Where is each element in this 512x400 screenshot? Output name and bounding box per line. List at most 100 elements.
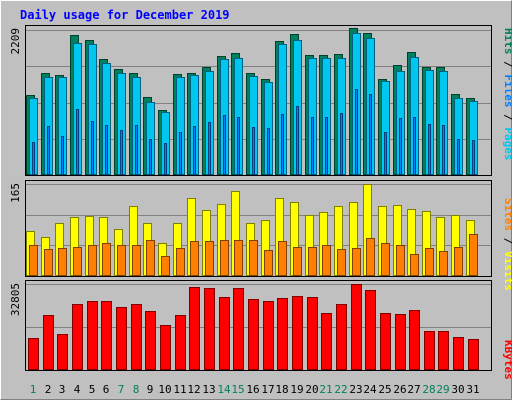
bar-pages-day-28 (428, 124, 431, 175)
bar-pages-day-29 (442, 125, 445, 175)
bar-sites-day-7 (117, 245, 126, 276)
bar-kbytes-day-27 (409, 310, 420, 370)
bar-pages-day-1 (32, 142, 35, 175)
x-tick-label: 31 (466, 383, 479, 396)
bar-kbytes-day-15 (233, 288, 244, 370)
bar-pages-day-18 (281, 114, 284, 175)
bar-kbytes-day-25 (380, 313, 391, 370)
bar-kbytes-day-18 (277, 298, 288, 370)
bar-sites-day-19 (293, 247, 302, 276)
bar-pages-day-6 (105, 125, 108, 175)
bar-sites-day-31 (469, 234, 478, 276)
bar-sites-day-14 (220, 240, 229, 276)
bar-kbytes-day-5 (87, 301, 98, 370)
bar-kbytes-day-13 (204, 288, 215, 370)
bar-pages-day-27 (413, 117, 416, 175)
bar-sites-day-16 (249, 240, 258, 276)
panel-hits-files-pages: 2209 Hits / Files / Pages (9, 25, 512, 176)
x-tick-label: 5 (89, 383, 96, 396)
x-tick-label: 12 (187, 383, 200, 396)
bar-sites-day-1 (29, 245, 38, 276)
bar-sites-day-28 (425, 248, 434, 276)
legend-sites: Sites (502, 198, 512, 231)
bar-pages-day-2 (47, 126, 50, 175)
bar-pages-day-8 (135, 125, 138, 175)
bar-sites-day-13 (205, 241, 214, 276)
bar-sites-day-8 (132, 245, 141, 276)
legend-separator: / (502, 55, 512, 75)
panel-3-bars (28, 284, 479, 370)
bar-kbytes-day-24 (365, 290, 376, 370)
x-tick-label: 10 (158, 383, 171, 396)
x-tick-label: 8 (133, 383, 140, 396)
bar-pages-day-19 (296, 106, 299, 175)
bar-sites-day-4 (73, 247, 82, 276)
bar-sites-day-29 (439, 251, 448, 276)
bar-pages-day-14 (223, 115, 226, 175)
panel-1-max-tick: 2209 (9, 28, 22, 55)
legend-hits: Hits (502, 28, 512, 55)
bar-kbytes-day-2 (43, 315, 54, 370)
bar-pages-day-31 (472, 140, 475, 175)
panel-kbytes: 32805 KBytes (9, 280, 512, 380)
bar-pages-day-11 (179, 132, 182, 175)
bar-kbytes-day-21 (321, 313, 332, 370)
bar-pages-day-12 (193, 126, 196, 175)
bar-sites-day-10 (161, 256, 170, 276)
x-tick-label: 1 (30, 383, 37, 396)
panel-2-legend: Sites / Visits (502, 198, 512, 291)
x-tick-label: 30 (451, 383, 464, 396)
bar-kbytes-day-16 (248, 299, 259, 370)
chart-title: Daily usage for December 2019 (20, 8, 230, 22)
bar-sites-day-26 (396, 245, 405, 276)
panel-3-max-tick: 32805 (9, 283, 22, 316)
bar-kbytes-day-6 (101, 301, 112, 370)
bar-sites-day-11 (176, 248, 185, 276)
panel-3-legend: KBytes (502, 340, 512, 380)
x-tick-label: 22 (334, 383, 347, 396)
bar-kbytes-day-17 (263, 301, 274, 370)
x-tick-label: 16 (246, 383, 259, 396)
bar-kbytes-day-8 (131, 304, 142, 370)
bar-sites-day-15 (234, 240, 243, 276)
legend-separator: / (502, 231, 512, 251)
bar-pages-day-16 (252, 127, 255, 175)
x-tick-label: 27 (407, 383, 420, 396)
legend-files: Files (502, 74, 512, 107)
bar-kbytes-day-29 (438, 331, 449, 370)
x-tick-label: 21 (319, 383, 332, 396)
bar-pages-day-13 (208, 122, 211, 175)
bar-sites-day-9 (146, 240, 155, 276)
bar-sites-day-5 (88, 245, 97, 276)
bar-sites-day-30 (454, 247, 463, 276)
bar-sites-day-25 (381, 243, 390, 276)
bar-sites-day-6 (102, 243, 111, 276)
panel-2-legend-text: Sites / Visits (502, 198, 512, 291)
panel-visits-sites: 165 Sites / Visits (9, 180, 512, 291)
x-tick-label: 28 (422, 383, 435, 396)
bar-pages-day-23 (355, 89, 358, 175)
x-axis-day-labels: 1 2 3 4 5 6 7 8 9 10 11 12 13 14 15 16 17 18 19 20 21 22 23 24 2… (30, 383, 480, 396)
panel-1-legend: Hits / Files / Pages (502, 28, 512, 161)
x-tick-label: 13 (202, 383, 215, 396)
bar-pages-day-5 (91, 121, 94, 175)
bar-sites-day-2 (44, 249, 53, 276)
bar-sites-day-20 (308, 247, 317, 276)
x-tick-label: 17 (261, 383, 274, 396)
bar-kbytes-day-20 (307, 297, 318, 370)
bar-sites-day-12 (190, 241, 199, 276)
x-tick-label: 15 (231, 383, 244, 396)
bar-sites-day-27 (410, 254, 419, 276)
x-tick-label: 20 (305, 383, 318, 396)
panel-2-bars (26, 184, 478, 276)
legend-kbytes: KBytes (502, 340, 512, 380)
bar-pages-day-4 (76, 109, 79, 175)
bar-pages-day-7 (120, 130, 123, 175)
bar-sites-day-3 (58, 248, 67, 276)
bar-kbytes-day-10 (160, 325, 171, 370)
x-tick-label: 11 (173, 383, 186, 396)
bar-pages-day-3 (61, 136, 64, 175)
x-tick-label: 7 (118, 383, 125, 396)
x-tick-label: 4 (74, 383, 81, 396)
bar-kbytes-day-31 (468, 339, 479, 370)
